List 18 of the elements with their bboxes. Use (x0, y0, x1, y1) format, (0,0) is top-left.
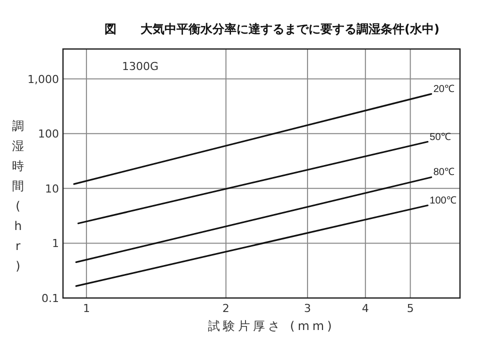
x-tick-label: 4 (362, 302, 369, 315)
series-label: 50℃ (430, 132, 451, 143)
series-label: 20℃ (433, 84, 454, 95)
y-tick-label: 0.1 (42, 292, 59, 305)
y-tick-label: 1 (52, 237, 59, 250)
series-label: 100℃ (430, 195, 456, 206)
y-tick-label: 10 (45, 182, 59, 196)
x-tick-label: 5 (406, 302, 414, 315)
x-tick-label: 3 (304, 302, 312, 315)
x-axis-title: 試験片厚さ (mm) (208, 319, 335, 333)
y-axis-title: 調湿時間(hr) (12, 119, 24, 273)
series-label: 80℃ (433, 167, 454, 178)
y-tick-label: 100 (38, 128, 59, 141)
annotation: 1300G (122, 60, 159, 73)
y-tick-label: 1,000 (28, 72, 59, 86)
x-tick-label: 2 (222, 302, 230, 315)
x-tick-label: 1 (82, 302, 90, 315)
chart-title: 図 大気中平衡水分率に達するまでに要する調湿条件(水中) (104, 22, 440, 36)
